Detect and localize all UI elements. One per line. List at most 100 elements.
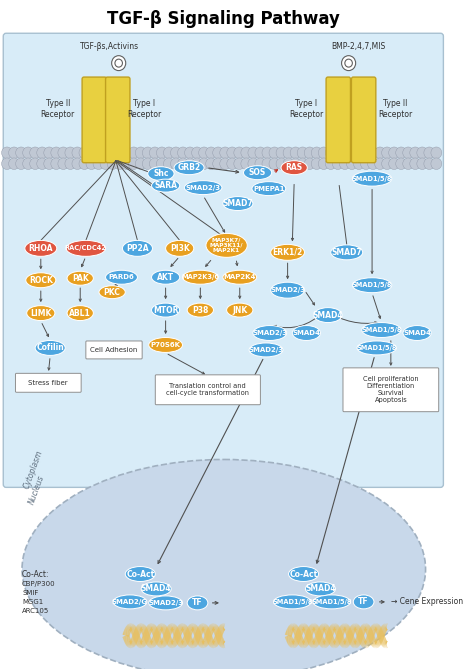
Circle shape [156,158,167,170]
Text: SMAD2/3: SMAD2/3 [148,600,183,606]
Circle shape [65,158,76,170]
Ellipse shape [253,326,287,340]
Ellipse shape [206,233,247,257]
Ellipse shape [27,306,55,320]
Text: Cofilin: Cofilin [36,344,64,352]
Circle shape [424,158,435,170]
Circle shape [184,147,195,159]
Ellipse shape [187,596,208,610]
Circle shape [86,147,97,159]
Ellipse shape [148,167,174,181]
Text: TF: TF [358,598,369,606]
Circle shape [213,158,224,170]
Text: ARC105: ARC105 [22,608,49,614]
FancyBboxPatch shape [3,34,443,487]
Ellipse shape [353,595,374,609]
Ellipse shape [252,182,286,196]
Text: SMAD2/G: SMAD2/G [112,599,148,605]
Circle shape [417,158,428,170]
Circle shape [374,147,385,159]
Circle shape [115,59,122,67]
Circle shape [325,158,336,170]
Circle shape [128,158,139,170]
Circle shape [51,158,62,170]
Circle shape [248,147,259,159]
Text: RHOA: RHOA [28,244,53,253]
Ellipse shape [352,278,392,293]
Ellipse shape [67,306,93,320]
Circle shape [297,158,308,170]
Text: SMAD4: SMAD4 [292,330,320,336]
Text: TF: TF [192,598,203,608]
Text: ABL1: ABL1 [69,309,91,318]
Circle shape [184,158,195,170]
Circle shape [65,147,76,159]
Ellipse shape [357,341,396,355]
Circle shape [283,147,294,159]
Ellipse shape [22,460,426,670]
Circle shape [142,147,153,159]
Circle shape [410,158,421,170]
Circle shape [410,147,421,159]
Ellipse shape [289,567,319,582]
Circle shape [178,147,189,159]
Ellipse shape [271,282,304,298]
Circle shape [107,147,118,159]
Ellipse shape [305,582,336,596]
Text: SMAD4: SMAD4 [141,584,172,594]
Circle shape [72,158,83,170]
Circle shape [241,158,252,170]
Circle shape [9,147,19,159]
Circle shape [227,158,237,170]
Circle shape [178,158,189,170]
Text: Type II
Receptor: Type II Receptor [378,99,413,119]
Text: Nucleus: Nucleus [27,474,46,505]
Circle shape [121,158,132,170]
Circle shape [23,158,34,170]
Circle shape [424,147,435,159]
Text: Type I
Receptor: Type I Receptor [127,99,161,119]
Circle shape [311,158,322,170]
Circle shape [283,158,294,170]
Ellipse shape [187,303,213,317]
Circle shape [128,147,139,159]
Circle shape [100,158,111,170]
FancyBboxPatch shape [155,375,260,405]
Circle shape [354,147,365,159]
Circle shape [255,158,266,170]
Text: LIMK: LIMK [30,309,52,318]
Text: PMEPA1: PMEPA1 [253,186,284,192]
Ellipse shape [122,241,153,257]
Circle shape [367,147,378,159]
Circle shape [361,158,372,170]
Circle shape [276,158,287,170]
Ellipse shape [67,271,93,285]
Text: RAS: RAS [286,163,303,172]
Ellipse shape [362,322,401,338]
Text: TGF-βs,Activins: TGF-βs,Activins [80,42,139,51]
Circle shape [325,147,336,159]
Circle shape [396,147,407,159]
Ellipse shape [26,273,56,287]
Text: Co-Act: Co-Act [126,570,155,578]
Circle shape [297,147,308,159]
Text: SMAD1/5/8: SMAD1/5/8 [356,345,397,351]
Circle shape [37,158,48,170]
Text: Translation control and
cell-cycle transformation: Translation control and cell-cycle trans… [166,383,249,396]
Circle shape [403,147,414,159]
Ellipse shape [66,241,106,257]
Circle shape [269,158,280,170]
Text: MAP3K7/
MAP3K11/
MAP2K1: MAP3K7/ MAP3K11/ MAP2K1 [210,237,243,253]
Text: SMAD7: SMAD7 [222,199,253,208]
Text: SMAD1/5/8: SMAD1/5/8 [272,599,312,605]
Circle shape [1,158,12,170]
Circle shape [107,158,118,170]
Circle shape [191,158,202,170]
Text: P38: P38 [192,306,209,315]
Ellipse shape [152,179,180,192]
Circle shape [417,147,428,159]
Ellipse shape [182,270,218,284]
Ellipse shape [271,245,304,261]
Circle shape [389,158,400,170]
Circle shape [93,158,104,170]
